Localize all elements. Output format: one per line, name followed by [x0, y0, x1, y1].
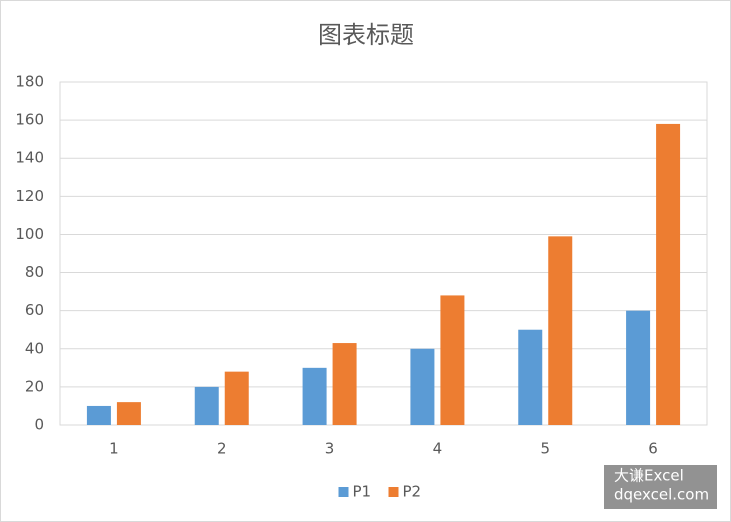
- bar: [626, 310, 651, 425]
- bar: [116, 402, 141, 425]
- bar: [548, 236, 573, 425]
- bar: [410, 348, 435, 425]
- x-tick-label: 5: [540, 440, 550, 458]
- y-tick-label: 80: [25, 263, 44, 281]
- x-tick-label: 1: [109, 440, 119, 458]
- x-tick-label: 2: [217, 440, 227, 458]
- y-tick-label: 180: [15, 73, 44, 91]
- legend-swatch: [388, 487, 399, 497]
- chart-title: 图表标题: [318, 21, 414, 49]
- legend-label: P2: [403, 483, 422, 501]
- bar: [302, 367, 327, 425]
- watermark: dqexcel.com: [614, 486, 709, 504]
- bar: [224, 371, 249, 425]
- y-tick-label: 100: [15, 225, 44, 243]
- y-tick-label: 0: [34, 416, 44, 434]
- bar: [86, 405, 111, 425]
- bar: [440, 295, 465, 425]
- y-tick-label: 60: [25, 301, 44, 319]
- y-tick-label: 40: [25, 339, 44, 357]
- x-tick-label: 6: [648, 440, 658, 458]
- y-tick-label: 160: [15, 111, 44, 129]
- y-tick-label: 140: [15, 149, 44, 167]
- bar: [656, 123, 681, 425]
- x-tick-label: 4: [433, 440, 443, 458]
- bar: [194, 386, 219, 425]
- watermark-box: [604, 465, 717, 509]
- legend-label: P1: [353, 483, 372, 501]
- watermark: 大谦Excel: [614, 467, 684, 485]
- x-tick-label: 3: [325, 440, 335, 458]
- y-tick-label: 120: [15, 187, 44, 205]
- bar: [518, 329, 543, 425]
- legend-swatch: [338, 487, 349, 497]
- bar: [332, 343, 357, 425]
- y-tick-label: 20: [25, 377, 44, 395]
